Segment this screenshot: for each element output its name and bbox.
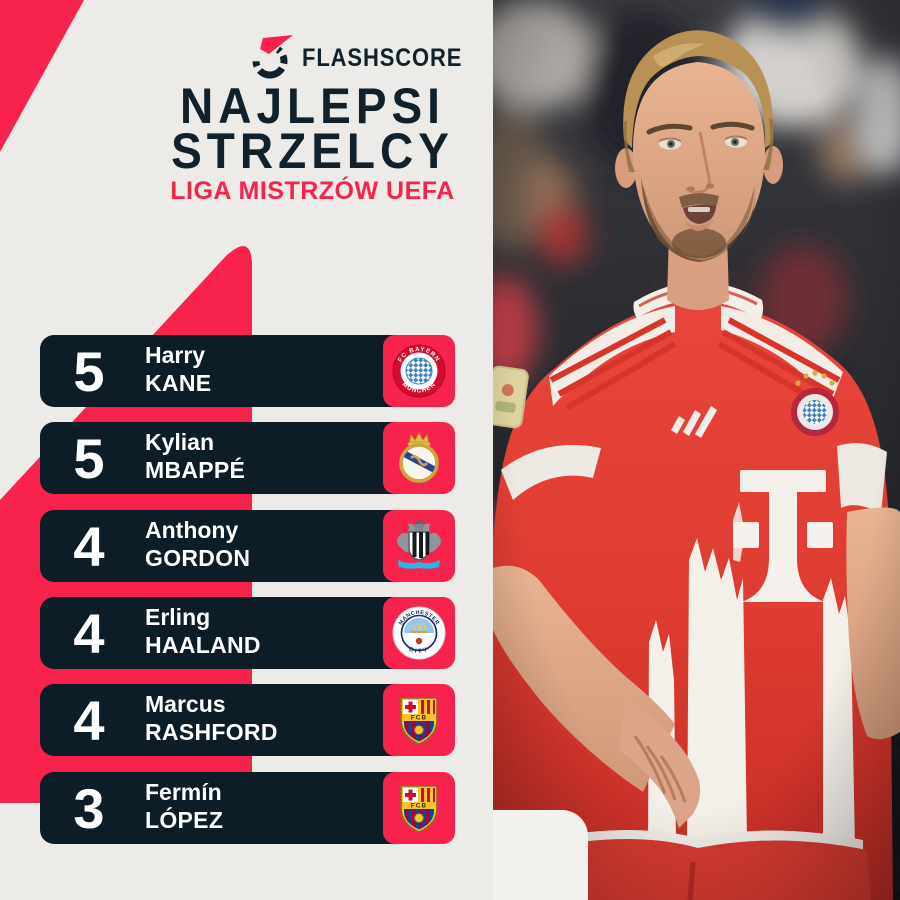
fc-barcelona-badge-icon-2	[391, 780, 447, 836]
player-last-name: GORDON	[145, 545, 251, 571]
title-line-2: STRZELCY	[171, 122, 454, 179]
panel-notch-shape	[493, 810, 588, 900]
player-first-name: Anthony	[145, 517, 239, 543]
player-last-name: LÓPEZ	[145, 807, 224, 833]
scorers-panel: FLASHSCORE NAJLEPSI STRZELCY LIGA MISTRZ…	[0, 0, 493, 844]
goals-count: 4	[73, 601, 105, 665]
fc-barcelona-badge	[383, 772, 455, 844]
player-photo-panel	[493, 0, 900, 900]
competition-subtitle: LIGA MISTRZÓW UEFA	[170, 177, 455, 205]
player-last-name: HAALAND	[145, 632, 261, 658]
manchester-city-badge-icon	[391, 605, 447, 661]
player-last-name: RASHFORD	[145, 719, 278, 745]
fc-barcelona-badge-icon	[391, 692, 447, 748]
scorer-row: 5 Kylian MBAPPÉ	[40, 422, 455, 494]
goals-count: 5	[73, 426, 105, 490]
title-line-1: NAJLEPSI	[180, 77, 445, 134]
player-last-name: MBAPPÉ	[145, 457, 246, 483]
flashscore-logo: FLASHSCORE	[248, 34, 484, 82]
flashscore-logo-icon	[252, 35, 293, 79]
page-title: NAJLEPSI STRZELCY	[110, 77, 493, 176]
scorer-row: 4 Marcus RASHFORD	[40, 684, 455, 756]
player-first-name: Kylian	[145, 429, 215, 455]
real-madrid-badge	[383, 422, 455, 494]
goals-count: 4	[73, 688, 105, 752]
player-first-name: Harry	[145, 342, 206, 368]
fc-barcelona-badge	[383, 684, 455, 756]
newcastle-united-badge	[383, 510, 455, 582]
corner-triangle-shape	[0, 0, 84, 152]
scorer-row: 4 Erling HAALAND	[40, 597, 455, 669]
manchester-city-badge	[383, 597, 455, 669]
bayern-munich-badge	[383, 335, 455, 407]
player-first-name: Erling	[145, 604, 211, 630]
player-last-name: KANE	[145, 370, 212, 396]
player-first-name: Marcus	[145, 691, 226, 717]
brand-wordmark: FLASHSCORE	[302, 43, 463, 72]
goals-count: 3	[73, 776, 105, 840]
goals-count: 5	[73, 339, 105, 403]
bayern-munich-badge-icon	[391, 343, 447, 399]
real-madrid-badge-icon	[391, 430, 447, 486]
goals-count: 4	[73, 514, 105, 578]
scorer-row: 5 Harry KANE	[40, 335, 455, 407]
scorer-row: 4 Anthony GORDON	[40, 510, 455, 582]
flash-bolt-icon	[260, 35, 293, 54]
scorer-row: 3 Fermín LÓPEZ	[40, 772, 455, 844]
player-first-name: Fermín	[145, 779, 222, 805]
newcastle-united-badge-icon	[391, 518, 447, 574]
player-photo	[493, 0, 900, 900]
